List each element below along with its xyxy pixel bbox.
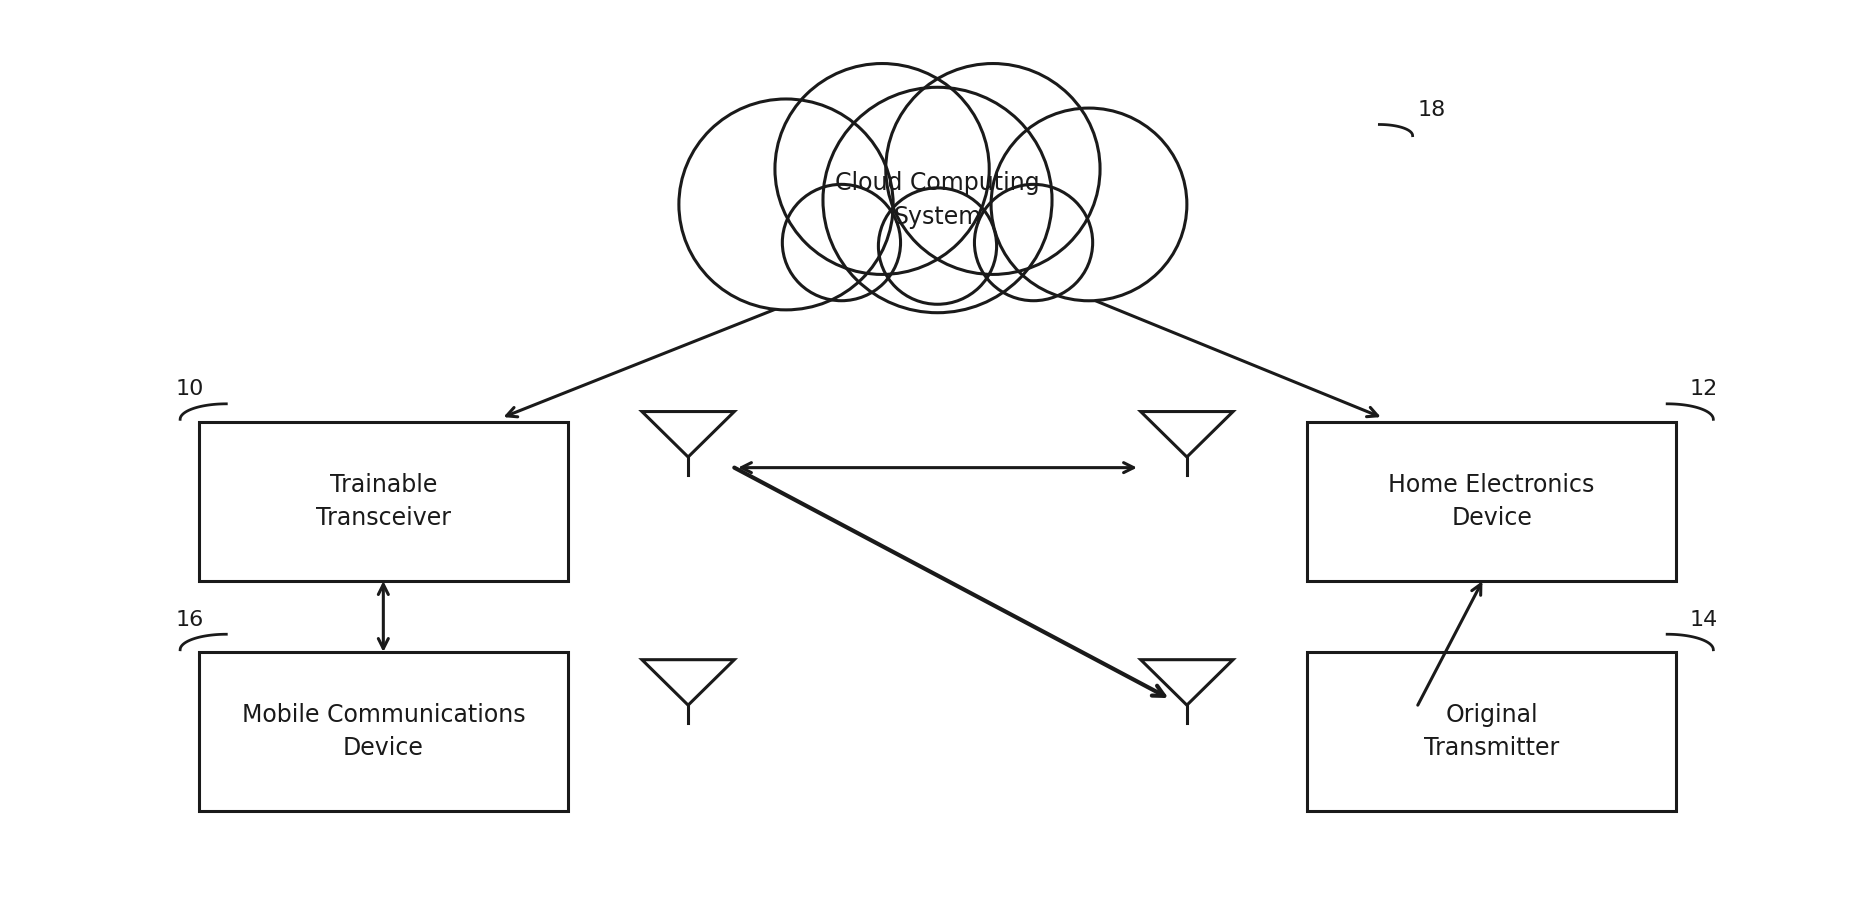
Text: Mobile Communications
Device: Mobile Communications Device	[242, 703, 525, 760]
Polygon shape	[1140, 411, 1234, 457]
Text: 18: 18	[1418, 101, 1446, 121]
FancyArrowPatch shape	[506, 282, 842, 417]
Ellipse shape	[992, 108, 1187, 301]
Polygon shape	[641, 660, 735, 705]
Ellipse shape	[823, 87, 1052, 313]
Ellipse shape	[774, 64, 990, 274]
FancyArrowPatch shape	[735, 468, 1164, 696]
Text: Trainable
Transceiver: Trainable Transceiver	[315, 473, 450, 530]
Bar	[1307, 421, 1676, 581]
Bar	[1307, 652, 1676, 812]
FancyArrowPatch shape	[1052, 282, 1378, 417]
Text: 16: 16	[174, 610, 204, 630]
Polygon shape	[641, 411, 735, 457]
FancyArrowPatch shape	[379, 584, 388, 649]
Bar	[199, 421, 568, 581]
Ellipse shape	[679, 99, 892, 310]
Text: 10: 10	[174, 379, 204, 399]
Text: Cloud Computing
System: Cloud Computing System	[834, 171, 1041, 228]
Ellipse shape	[885, 64, 1101, 274]
Ellipse shape	[782, 185, 900, 301]
Bar	[199, 652, 568, 812]
FancyArrowPatch shape	[741, 462, 1134, 473]
Text: 12: 12	[1689, 379, 1718, 399]
Polygon shape	[1140, 660, 1234, 705]
Text: Original
Transmitter: Original Transmitter	[1423, 703, 1560, 760]
Ellipse shape	[975, 185, 1093, 301]
Ellipse shape	[878, 188, 998, 304]
Text: 14: 14	[1689, 610, 1718, 630]
FancyArrowPatch shape	[1418, 584, 1481, 705]
Text: Home Electronics
Device: Home Electronics Device	[1389, 473, 1596, 530]
